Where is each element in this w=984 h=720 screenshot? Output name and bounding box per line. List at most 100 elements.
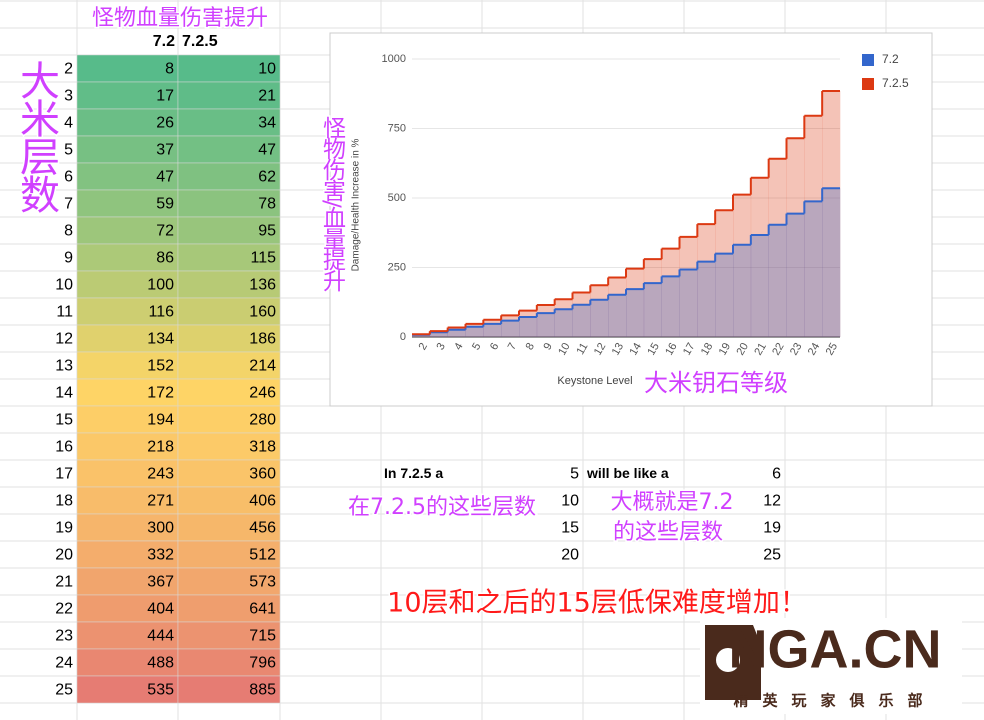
x-tick-label: 2 <box>417 341 430 352</box>
value-cell: 406 <box>249 493 276 510</box>
value-cell: 280 <box>249 412 276 429</box>
value-cell: 34 <box>258 115 276 132</box>
x-tick-label: 5 <box>470 341 483 352</box>
area-step <box>697 261 716 337</box>
value-cell: 456 <box>249 520 276 537</box>
color-scale-cell <box>76 108 179 137</box>
area-step <box>554 309 573 337</box>
color-scale-cell <box>177 108 281 137</box>
level-cell: 18 <box>55 493 73 510</box>
area-step <box>572 304 591 337</box>
x-axis-label: Keystone Level <box>557 375 632 387</box>
area-step <box>804 115 823 337</box>
column-header: 7.2 <box>153 33 175 50</box>
value-cell: 37 <box>156 142 174 159</box>
value-cell: 367 <box>147 574 174 591</box>
color-scale-cell <box>177 459 281 488</box>
area-step <box>786 138 805 337</box>
value-cell: 115 <box>250 250 276 267</box>
x-tick-label: 20 <box>735 341 752 358</box>
sheet-title: 怪物血量伤害提升 <box>92 6 268 31</box>
color-scale-cell <box>76 216 179 245</box>
x-tick-label: 11 <box>574 341 590 357</box>
color-scale-cell <box>76 81 179 110</box>
level-cell: 14 <box>55 385 73 402</box>
color-scale-cell <box>177 378 281 407</box>
value-cell: 488 <box>147 655 174 672</box>
area-step <box>750 234 769 337</box>
area-step <box>750 177 769 337</box>
color-scale-cell <box>76 621 179 650</box>
color-scale-cell <box>76 675 179 704</box>
comparison-value: 12 <box>763 493 781 510</box>
value-cell: 86 <box>156 250 174 267</box>
comparison-label: In 7.2.5 a <box>384 465 443 481</box>
value-cell: 641 <box>249 601 276 618</box>
area-step <box>429 331 448 337</box>
x-tick-label: 14 <box>628 341 645 358</box>
color-scale-cell <box>177 486 281 515</box>
value-cell: 72 <box>156 223 174 240</box>
level-cell: 13 <box>55 358 73 375</box>
value-cell: 100 <box>147 277 174 294</box>
color-scale-cell <box>76 54 179 83</box>
level-cell: 10 <box>55 277 73 294</box>
area-step <box>519 316 538 337</box>
y-axis-label: Damage/Health Increase in % <box>351 138 362 271</box>
area-step <box>768 224 787 337</box>
color-scale-cell <box>177 621 281 650</box>
area-step <box>822 90 841 337</box>
area-step <box>483 323 502 337</box>
value-cell: 715 <box>249 628 276 645</box>
area-step <box>429 332 448 337</box>
value-cell: 194 <box>147 412 174 429</box>
level-cell: 6 <box>64 169 73 186</box>
x-tick-label: 18 <box>699 341 716 358</box>
comparison-value: 5 <box>570 466 579 483</box>
area-step <box>804 201 823 337</box>
color-scale-cell <box>177 324 281 353</box>
color-scale-cell <box>177 54 281 83</box>
value-cell: 246 <box>249 385 276 402</box>
x-tick-label: 13 <box>610 341 627 358</box>
area-step <box>679 236 698 337</box>
area-step <box>679 269 698 337</box>
value-cell: 95 <box>258 223 276 240</box>
area-step <box>697 224 716 337</box>
area-step <box>715 253 734 337</box>
x-tick-label: 21 <box>752 341 769 358</box>
value-cell: 535 <box>147 682 174 699</box>
level-cell: 12 <box>55 331 73 348</box>
legend-swatch <box>862 54 874 66</box>
color-scale-cell <box>177 216 281 245</box>
level-cell: 20 <box>55 547 73 564</box>
value-cell: 116 <box>148 304 174 321</box>
x-tick-label: 10 <box>556 341 573 358</box>
chart-note-y: 怪物伤害/血量提升 <box>319 116 347 292</box>
x-tick-label: 3 <box>434 341 447 352</box>
value-cell: 332 <box>147 547 174 564</box>
value-cell: 172 <box>147 385 174 402</box>
color-scale-cell <box>76 486 179 515</box>
level-cell: 4 <box>64 115 73 132</box>
area-step <box>412 334 431 337</box>
x-tick-label: 9 <box>541 341 554 352</box>
area-step <box>768 158 787 337</box>
value-cell: 62 <box>258 169 276 186</box>
value-cell: 885 <box>249 682 276 699</box>
color-scale-cell <box>76 351 179 380</box>
color-scale-cell <box>76 162 179 191</box>
level-cell: 17 <box>55 466 73 483</box>
area-step <box>608 277 627 337</box>
x-tick-label: 15 <box>645 341 662 358</box>
level-cell: 3 <box>64 88 73 105</box>
color-scale-cell <box>76 513 179 542</box>
comparison-value: 25 <box>763 547 781 564</box>
value-cell: 152 <box>147 358 174 375</box>
level-cell: 24 <box>55 655 73 672</box>
chart-note-x: 大米钥石等级 <box>644 369 788 397</box>
x-tick-label: 8 <box>524 341 537 352</box>
logo-name: NGA.CN <box>729 619 942 679</box>
column-header: 7.2.5 <box>182 33 218 50</box>
x-tick-label: 23 <box>788 341 805 358</box>
